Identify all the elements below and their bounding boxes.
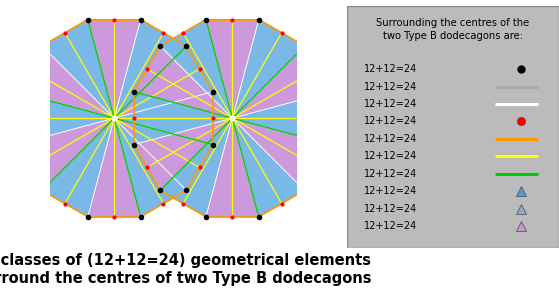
Polygon shape (233, 118, 331, 190)
Polygon shape (114, 46, 213, 118)
Polygon shape (114, 92, 213, 145)
Polygon shape (114, 20, 186, 118)
Polygon shape (88, 118, 141, 217)
Text: Surrounding the centres of the
two Type B dodecagons are:: Surrounding the centres of the two Type … (376, 18, 529, 42)
Polygon shape (233, 20, 305, 118)
Text: 12+12=24: 12+12=24 (363, 134, 417, 144)
Polygon shape (233, 46, 331, 118)
Polygon shape (88, 20, 141, 118)
Text: 12+12=24: 12+12=24 (363, 221, 417, 231)
Polygon shape (134, 46, 233, 118)
Text: 12+12=24: 12+12=24 (363, 116, 417, 126)
Polygon shape (134, 92, 233, 145)
Polygon shape (233, 118, 305, 217)
Polygon shape (160, 20, 233, 118)
Polygon shape (134, 118, 233, 190)
Polygon shape (16, 118, 114, 190)
Text: 12+12=24: 12+12=24 (363, 64, 417, 74)
Polygon shape (42, 20, 114, 118)
Text: 12+12=24: 12+12=24 (363, 186, 417, 196)
Polygon shape (206, 20, 259, 118)
Text: 10 classes of (12+12=24) geometrical elements
surround the centres of two Type B: 10 classes of (12+12=24) geometrical ele… (0, 254, 372, 286)
Text: 12+12=24: 12+12=24 (363, 99, 417, 109)
Polygon shape (42, 118, 114, 217)
Text: 12+12=24: 12+12=24 (363, 169, 417, 179)
Text: 12+12=24: 12+12=24 (363, 82, 417, 92)
Polygon shape (160, 118, 233, 217)
Polygon shape (114, 118, 213, 190)
Polygon shape (16, 92, 114, 145)
Polygon shape (114, 118, 186, 217)
FancyBboxPatch shape (347, 6, 559, 248)
Polygon shape (134, 20, 331, 217)
Polygon shape (206, 118, 259, 217)
Polygon shape (16, 20, 213, 217)
Polygon shape (233, 92, 331, 145)
Text: 12+12=24: 12+12=24 (363, 204, 417, 214)
Text: 12+12=24: 12+12=24 (363, 151, 417, 161)
Polygon shape (16, 46, 114, 118)
